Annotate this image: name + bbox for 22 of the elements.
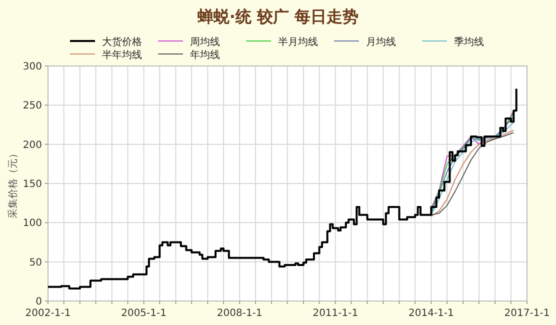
legend-label: 周均线 [190, 36, 220, 48]
legend-label: 半月均线 [278, 36, 318, 48]
chart-title: 蝉蜕·统 较广 每日走势 [196, 7, 359, 26]
y-tick-label: 50 [29, 257, 42, 268]
y-tick-label: 0 [36, 296, 42, 308]
legend-label: 月均线 [366, 36, 396, 48]
legend-label: 季均线 [454, 36, 484, 48]
y-tick-label: 100 [22, 218, 42, 230]
x-tick-label: 2008-1-1 [216, 308, 262, 319]
x-tick-label: 2011-1-1 [312, 308, 358, 319]
x-tick-label: 2014-1-1 [408, 308, 454, 319]
legend-label: 年均线 [190, 49, 220, 61]
x-tick-label: 2005-1-1 [121, 308, 166, 319]
legend-label: 半年均线 [102, 49, 142, 61]
y-tick-label: 250 [22, 100, 42, 112]
x-tick-label: 2002-1-1 [25, 308, 71, 319]
y-tick-label: 300 [22, 62, 42, 72]
x-tick-label: 2017-1-1 [504, 308, 550, 319]
y-tick-label: 200 [22, 140, 42, 151]
y-tick-label: 150 [22, 179, 42, 190]
legend-label: 大货价格 [102, 36, 142, 48]
y-axis-title: 采集价格（元） [7, 148, 19, 218]
